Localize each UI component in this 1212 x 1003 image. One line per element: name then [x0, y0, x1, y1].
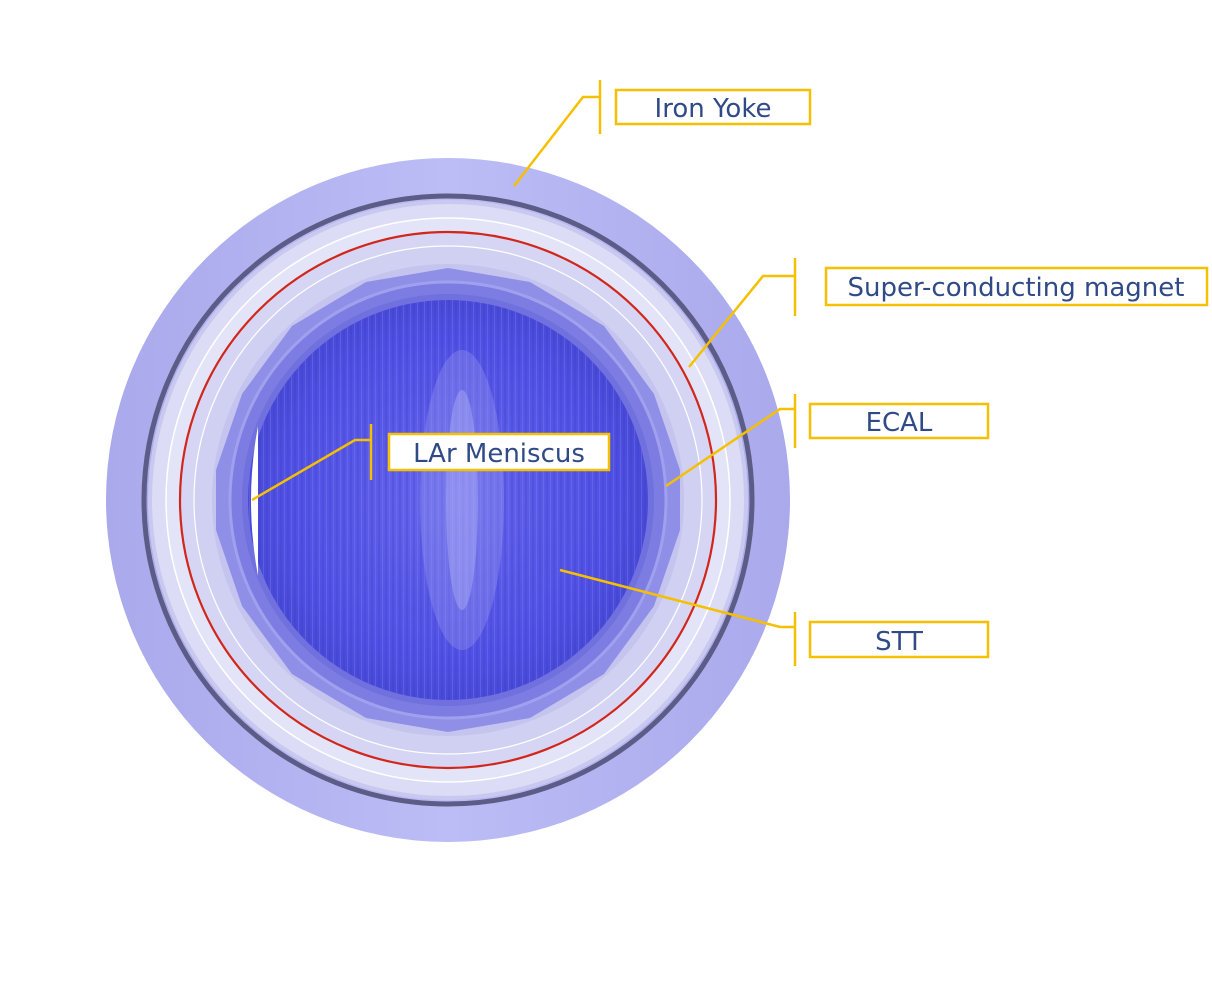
coil-red-line: [178, 230, 718, 770]
stt-region: [248, 300, 648, 700]
leader-lines: [251, 80, 797, 666]
stt-leader: [559, 568, 795, 629]
label-stt-text: STT: [875, 627, 923, 657]
lar-meniscus-shape: [251, 426, 258, 576]
label-magnet-text: Super-conducting magnet: [848, 273, 1185, 303]
label-lar-meniscus-text: LAr Meniscus: [413, 439, 585, 469]
label-lar-meniscus: LAr Meniscus: [387, 432, 611, 472]
iron-yoke-leader: [513, 95, 600, 187]
label-iron-yoke-text: Iron Yoke: [655, 94, 772, 124]
label-magnet: Super-conducting magnet: [824, 266, 1209, 307]
label-ecal: ECAL: [808, 402, 990, 440]
label-stt: STT: [808, 620, 990, 659]
magnet-leader: [688, 274, 795, 368]
label-ecal-text: ECAL: [866, 408, 933, 438]
lar-meniscus-leader: [251, 438, 371, 502]
label-iron-yoke: Iron Yoke: [614, 88, 812, 126]
ecal-leader: [665, 407, 795, 488]
